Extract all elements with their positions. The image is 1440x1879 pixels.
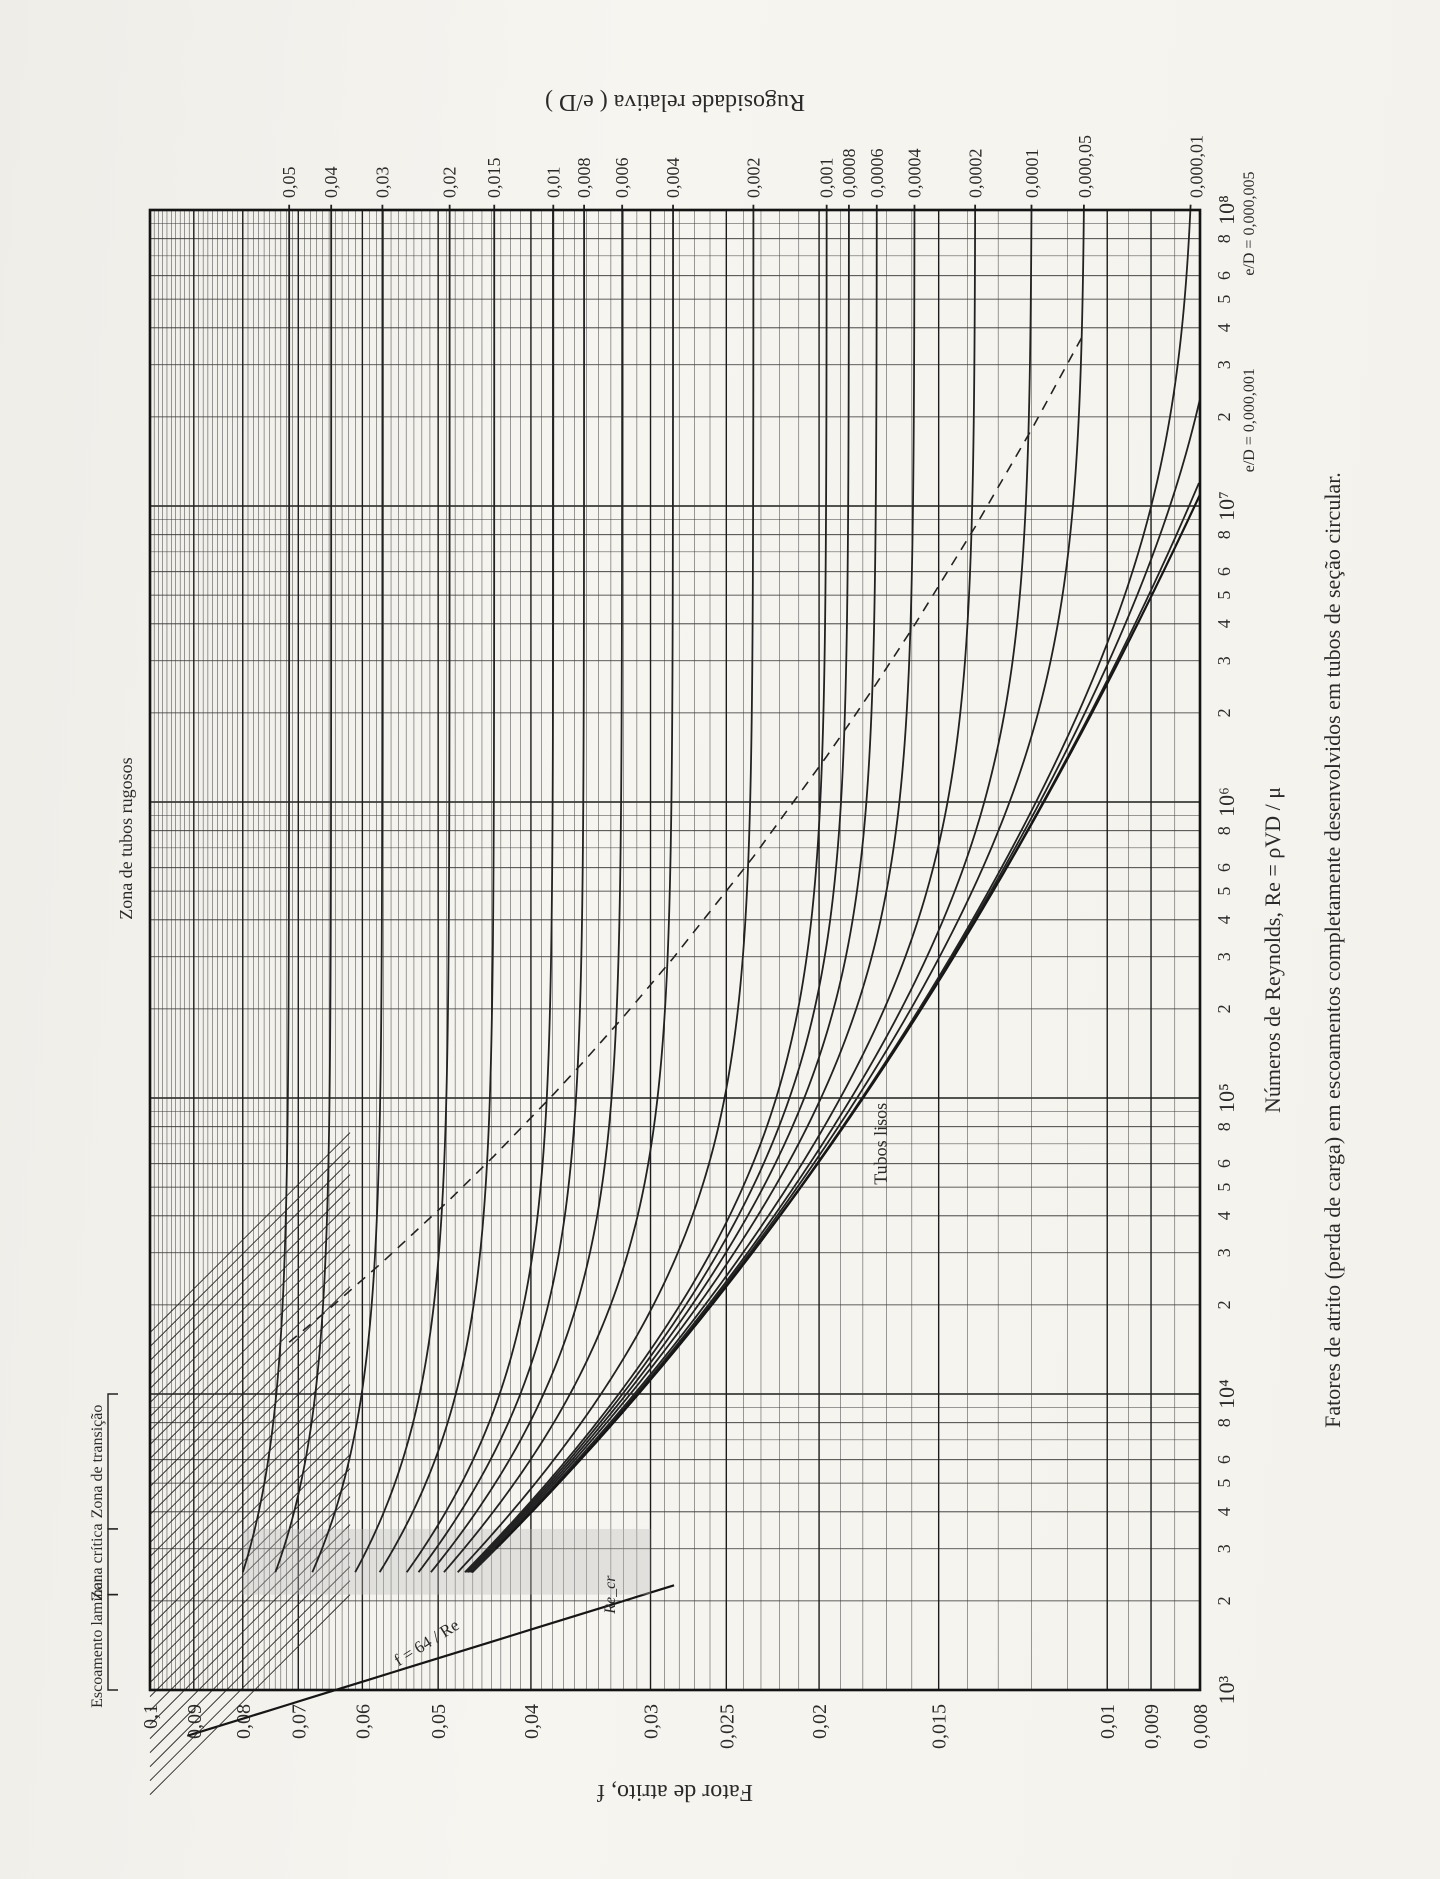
svg-text:4: 4	[1214, 1211, 1234, 1220]
svg-text:0,04: 0,04	[321, 167, 341, 199]
svg-text:0,004: 0,004	[663, 158, 683, 199]
moody-chart: 10³ 2 3 4 5 6 8 10⁴ 2 3 4 5 6 8 10⁵ 2 3 4 5 6 8 10⁶ 2 3 4 5 6 8 10⁷ 2…	[0, 0, 1440, 1879]
svg-text:8: 8	[1214, 234, 1234, 243]
svg-text:0,009: 0,009	[1141, 1704, 1163, 1749]
svg-text:0,05: 0,05	[279, 167, 299, 199]
svg-text:0,015: 0,015	[929, 1704, 951, 1749]
svg-text:6: 6	[1214, 567, 1234, 576]
svg-text:0,002: 0,002	[743, 158, 763, 199]
svg-text:0,008: 0,008	[574, 158, 594, 199]
svg-text:0,01: 0,01	[1097, 1704, 1119, 1739]
svg-text:Rugosidade relativa ( e/D ): Rugosidade relativa ( e/D )	[545, 89, 805, 115]
svg-text:Tubos lisos: Tubos lisos	[871, 1103, 891, 1185]
svg-text:0,03: 0,03	[372, 167, 392, 199]
svg-text:0,0004: 0,0004	[905, 149, 925, 199]
svg-text:Zona de tubos rugosos: Zona de tubos rugosos	[116, 757, 136, 919]
svg-text:Fator de atrito, f: Fator de atrito, f	[597, 1779, 753, 1805]
svg-text:4: 4	[1214, 1507, 1234, 1516]
svg-text:0,02: 0,02	[809, 1704, 831, 1739]
svg-text:5: 5	[1214, 295, 1234, 304]
svg-text:0,0008: 0,0008	[839, 149, 859, 199]
svg-text:0,05: 0,05	[428, 1704, 450, 1739]
svg-text:3: 3	[1214, 952, 1234, 961]
svg-text:6: 6	[1214, 1455, 1234, 1464]
svg-text:8: 8	[1214, 1418, 1234, 1427]
svg-text:0,000,05: 0,000,05	[1075, 135, 1095, 198]
svg-text:5: 5	[1214, 1183, 1234, 1192]
svg-text:0,001: 0,001	[817, 158, 837, 199]
svg-text:0,07: 0,07	[288, 1704, 310, 1739]
svg-text:0,0002: 0,0002	[965, 149, 985, 199]
svg-text:0,015: 0,015	[484, 158, 504, 199]
svg-text:0,025: 0,025	[716, 1704, 738, 1749]
svg-text:0,0001: 0,0001	[1022, 149, 1042, 199]
svg-text:4: 4	[1214, 915, 1234, 924]
svg-text:5: 5	[1214, 591, 1234, 600]
svg-text:0,02: 0,02	[440, 167, 460, 199]
svg-text:8: 8	[1214, 530, 1234, 539]
svg-text:6: 6	[1214, 863, 1234, 872]
svg-text:3: 3	[1214, 1248, 1234, 1257]
svg-text:0,01: 0,01	[543, 167, 563, 199]
svg-text:2: 2	[1214, 1004, 1234, 1013]
svg-text:Re_cr: Re_cr	[602, 1575, 619, 1615]
svg-text:0,04: 0,04	[521, 1704, 543, 1739]
svg-text:0,000,01: 0,000,01	[1187, 135, 1207, 198]
svg-text:10⁶: 10⁶	[1214, 787, 1239, 817]
svg-text:4: 4	[1214, 323, 1234, 332]
svg-text:8: 8	[1214, 1122, 1234, 1131]
page: 10³ 2 3 4 5 6 8 10⁴ 2 3 4 5 6 8 10⁵ 2 3 4 5 6 8 10⁶ 2 3 4 5 6 8 10⁷ 2…	[0, 0, 1440, 1879]
svg-text:10⁸: 10⁸	[1214, 195, 1239, 225]
svg-text:e/D = 0,000,005: e/D = 0,000,005	[1241, 172, 1258, 276]
svg-text:10⁵: 10⁵	[1214, 1083, 1239, 1113]
svg-text:10⁷: 10⁷	[1214, 491, 1239, 521]
svg-text:10³: 10³	[1214, 1675, 1239, 1704]
svg-text:0,03: 0,03	[641, 1704, 663, 1739]
svg-text:5: 5	[1214, 1479, 1234, 1488]
svg-text:Zona crítica: Zona crítica	[89, 1523, 106, 1600]
svg-text:4: 4	[1214, 619, 1234, 628]
svg-text:Fatores de atrito (perda de ca: Fatores de atrito (perda de carga) em es…	[1320, 472, 1345, 1428]
svg-text:8: 8	[1214, 826, 1234, 835]
svg-text:0,008: 0,008	[1190, 1704, 1212, 1749]
svg-text:2: 2	[1214, 708, 1234, 717]
svg-text:0,0006: 0,0006	[867, 149, 887, 199]
svg-text:0,06: 0,06	[352, 1704, 374, 1739]
svg-text:Números de Reynolds, Re = ρVD: Números de Reynolds, Re = ρVD / μ	[1260, 787, 1285, 1113]
svg-text:2: 2	[1214, 1300, 1234, 1309]
svg-text:10⁴: 10⁴	[1214, 1379, 1239, 1409]
svg-text:3: 3	[1214, 656, 1234, 665]
svg-text:3: 3	[1214, 1544, 1234, 1553]
svg-text:6: 6	[1214, 271, 1234, 280]
svg-text:2: 2	[1214, 1596, 1234, 1605]
svg-text:e/D = 0,000,001: e/D = 0,000,001	[1241, 368, 1258, 472]
svg-text:6: 6	[1214, 1159, 1234, 1168]
svg-text:3: 3	[1214, 360, 1234, 369]
svg-text:2: 2	[1214, 412, 1234, 421]
svg-text:5: 5	[1214, 887, 1234, 896]
svg-text:Zona de transição: Zona de transição	[89, 1405, 106, 1519]
svg-text:0,006: 0,006	[612, 158, 632, 199]
